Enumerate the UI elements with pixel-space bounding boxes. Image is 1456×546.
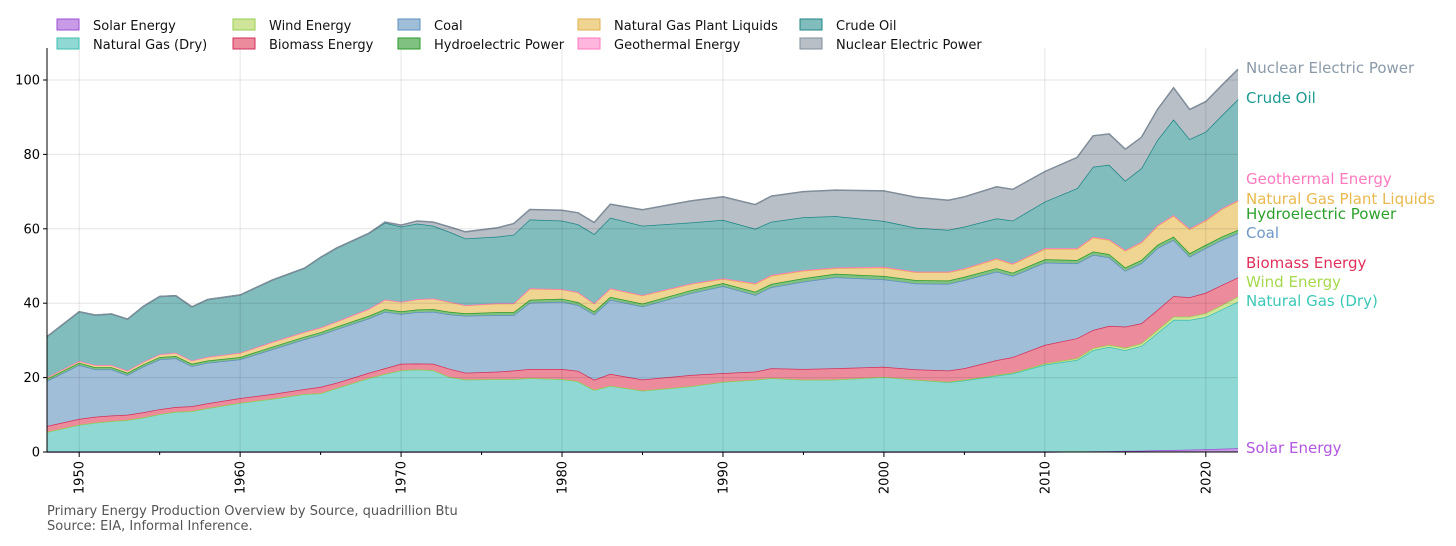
- area-crude-oil: [47, 99, 1238, 378]
- end-label-biomass-energy: Biomass Energy: [1246, 254, 1366, 272]
- area-layer: [46, 68, 1239, 453]
- x-tick-label: 1980: [556, 461, 571, 494]
- legend-swatch: [56, 37, 80, 50]
- y-tick-label: 80: [23, 148, 40, 163]
- grid-layer: [47, 48, 1238, 452]
- legend-item-hydroelectric-power: Hydroelectric Power: [397, 37, 565, 53]
- area-natural-gas-dry: [47, 301, 1238, 452]
- end-label-nuclear-electric-power: Nuclear Electric Power: [1246, 59, 1415, 77]
- legend-swatch: [232, 18, 256, 31]
- chart-caption-source: Source: EIA, Informal Inference.: [47, 519, 253, 534]
- y-tick-label: 20: [23, 371, 40, 386]
- end-label-coal: Coal: [1246, 224, 1279, 242]
- area-nuclear-electric-power: [47, 69, 1238, 337]
- legend-swatch: [577, 18, 601, 31]
- legend-item-coal: Coal: [397, 18, 463, 34]
- x-tick-label: 1950: [73, 461, 88, 494]
- end-label-wind-energy: Wind Energy: [1246, 273, 1341, 291]
- end-label-hydroelectric-power: Hydroelectric Power: [1246, 205, 1397, 223]
- legend-item-nuclear-electric-power: Nuclear Electric Power: [799, 37, 982, 53]
- legend-label: Nuclear Electric Power: [836, 38, 982, 53]
- x-tick-label: 2000: [877, 461, 892, 494]
- legend-label: Wind Energy: [269, 19, 352, 34]
- legend-item-geothermal-energy: Geothermal Energy: [577, 37, 741, 53]
- x-tick-label: 2010: [1038, 461, 1053, 494]
- legend-label: Solar Energy: [93, 19, 176, 34]
- legend: Solar Energy Natural Gas (Dry) Wind Energy…: [56, 18, 982, 53]
- end-label-crude-oil: Crude Oil: [1246, 89, 1316, 107]
- series-end-labels: Solar Energy Natural Gas (Dry)Wind Energy…: [1246, 59, 1435, 457]
- legend-item-crude-oil: Crude Oil: [799, 18, 897, 34]
- legend-item-wind-energy: Wind Energy: [232, 18, 352, 34]
- legend-label: Natural Gas (Dry): [93, 38, 207, 53]
- legend-swatch: [56, 18, 80, 31]
- legend-item-natural-gas-dry: Natural Gas (Dry): [56, 37, 207, 53]
- legend-swatch: [397, 18, 421, 31]
- legend-item-biomass-energy: Biomass Energy: [232, 37, 374, 53]
- legend-item-natural-gas-plant-liquids: Natural Gas Plant Liquids: [577, 18, 778, 34]
- legend-label: Natural Gas Plant Liquids: [614, 19, 778, 34]
- end-label-natural-gas-dry: Natural Gas (Dry): [1246, 292, 1378, 310]
- end-label-geothermal-energy: Geothermal Energy: [1246, 170, 1392, 188]
- end-label-natural-gas-plant-liquids: Natural Gas Plant Liquids: [1246, 190, 1435, 208]
- x-tick-label: 2020: [1199, 461, 1214, 494]
- legend-label: Coal: [434, 19, 463, 34]
- legend-swatch: [397, 37, 421, 50]
- legend-label: Crude Oil: [836, 19, 897, 34]
- y-tick-label: 100: [15, 73, 40, 88]
- y-tick-label: 0: [32, 446, 40, 461]
- legend-item-solar-energy: Solar Energy: [56, 18, 176, 34]
- y-tick-label: 60: [23, 222, 40, 237]
- area-hydroelectric-power: [47, 229, 1238, 381]
- x-tick-label: 1970: [395, 461, 410, 494]
- legend-swatch: [799, 18, 823, 31]
- legend-label: Geothermal Energy: [614, 38, 741, 53]
- y-tick-label: 40: [23, 297, 40, 312]
- legend-label: Hydroelectric Power: [434, 38, 565, 53]
- legend-swatch: [232, 37, 256, 50]
- x-tick-label: 1990: [716, 461, 731, 494]
- end-label-solar-energy: Solar Energy: [1246, 439, 1342, 457]
- legend-swatch: [799, 37, 823, 50]
- area-coal: [47, 233, 1238, 426]
- area-edge-nuclear-electric-power: [46, 68, 1239, 338]
- legend-swatch: [577, 37, 601, 50]
- legend-label: Biomass Energy: [269, 38, 374, 53]
- axes-layer: 0 20 40 60 80 100 1950 1960 1970 1980 1990 2000 2010…: [15, 48, 1238, 494]
- x-tick-label: 1960: [234, 461, 249, 494]
- chart-caption-title: Primary Energy Production Overview by So…: [47, 504, 458, 519]
